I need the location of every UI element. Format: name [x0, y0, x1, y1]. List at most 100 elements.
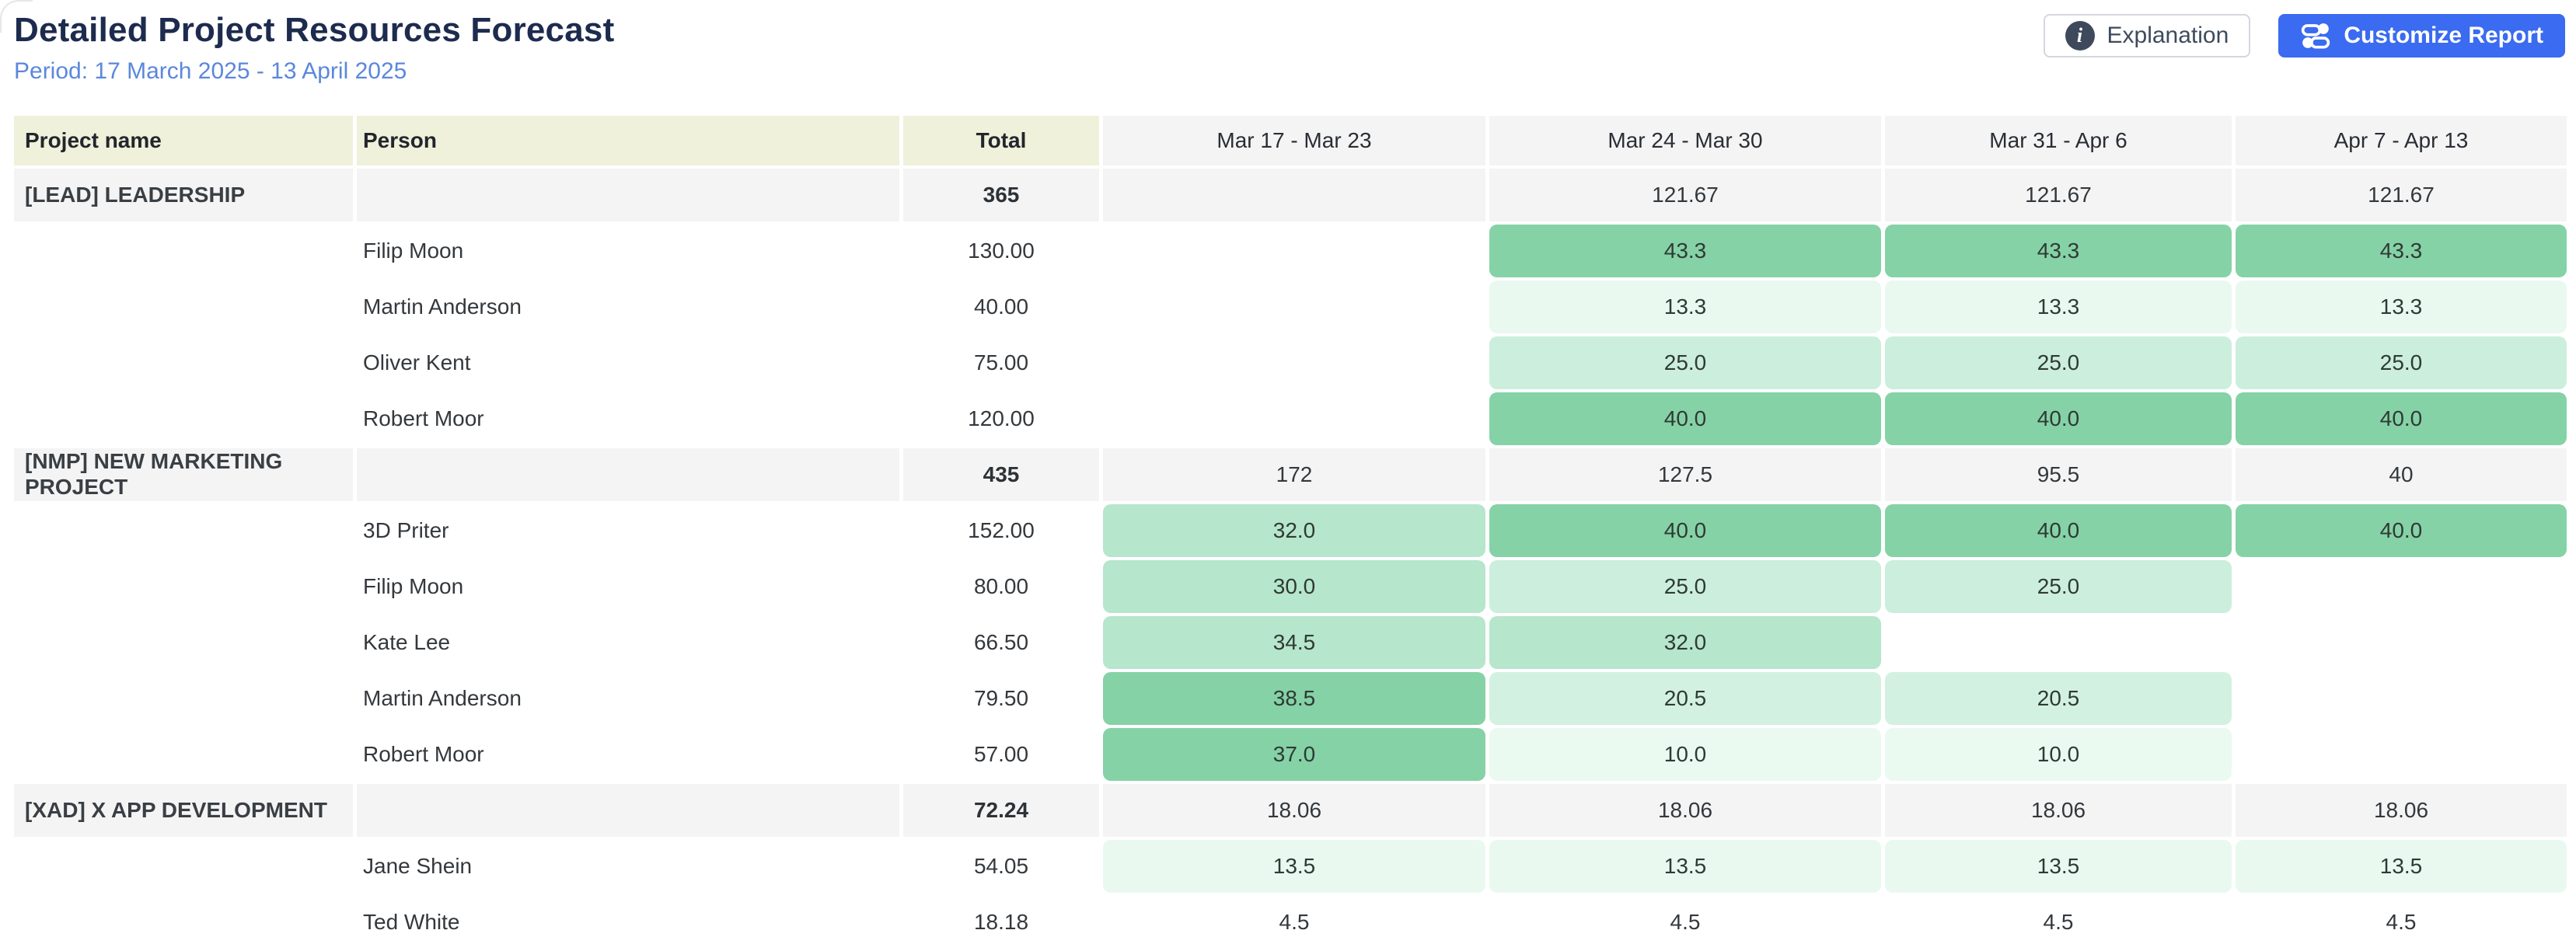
week-cell-3: 40.0	[1885, 392, 2232, 445]
total-cell: 130.00	[968, 238, 1035, 263]
project-name-cell	[14, 392, 353, 445]
week-cell-1	[1103, 225, 1485, 277]
total-cell: 75.00	[973, 350, 1029, 374]
project-name-cell	[14, 504, 353, 557]
person-cell: 3D Priter	[363, 517, 449, 542]
week-cell-3: 121.67	[1885, 168, 2232, 221]
week-cell-2: 25.0	[1489, 559, 1881, 613]
total-cell: 79.50	[973, 685, 1029, 710]
total-cell: 120.00	[968, 406, 1035, 430]
week-cell-1: 172	[1103, 448, 1485, 501]
week-cell-1: 34.5	[1103, 615, 1485, 669]
total-cell: 152.00	[968, 517, 1035, 542]
week-cell-2: 127.5	[1489, 448, 1881, 501]
person-row: Filip Moon 80.00 30.0 25.0 25.0	[14, 559, 2567, 613]
week-cell-4: 43.3	[2236, 224, 2567, 277]
week-cell-1	[1103, 280, 1485, 333]
person-cell	[357, 168, 899, 221]
person-cell: Filip Moon	[363, 573, 464, 598]
person-cell: Robert Moor	[363, 741, 484, 766]
report-period: Period: 17 March 2025 - 13 April 2025	[14, 57, 407, 84]
person-row: Ted White 18.18 4.5 4.5 4.5 4.5	[14, 896, 2567, 949]
person-row: Robert Moor 120.00 40.0 40.0 40.0	[14, 392, 2567, 445]
person-row: Kate Lee 66.50 34.5 32.0	[14, 615, 2567, 669]
week-cell-3: 13.5	[1885, 839, 2232, 893]
week-cell-1: 18.06	[1103, 783, 1485, 837]
week-cell-4: 4.5	[2386, 909, 2417, 934]
page-title: Detailed Project Resources Forecast	[14, 11, 615, 49]
panel-rounded-corner	[0, 0, 33, 33]
info-icon: i	[2065, 21, 2095, 51]
report-header: Detailed Project Resources Forecast Peri…	[0, 0, 2576, 85]
header-actions: i Explanation Customize Report	[2043, 14, 2565, 57]
person-cell	[357, 783, 899, 837]
column-header-week-4: Apr 7 - Apr 13	[2236, 115, 2567, 165]
week-cell-2: 32.0	[1489, 615, 1881, 669]
week-cell-4: 13.3	[2236, 280, 2567, 333]
person-row: Filip Moon 130.00 43.3 43.3 43.3	[14, 224, 2567, 277]
week-cell-2: 13.5	[1489, 839, 1881, 893]
project-name-cell	[14, 896, 353, 949]
week-cell-4: 13.5	[2236, 839, 2567, 893]
total-cell: 57.00	[973, 741, 1029, 766]
project-name-cell	[14, 840, 353, 893]
project-group-row: [NMP] NEW MARKETING PROJECT 435 172 127.…	[14, 448, 2567, 501]
week-cell-4	[2236, 616, 2567, 669]
project-name-cell	[14, 672, 353, 725]
column-header-week-2: Mar 24 - Mar 30	[1489, 115, 1881, 165]
person-row: Jane Shein 54.05 13.5 13.5 13.5 13.5	[14, 839, 2567, 893]
project-name-cell: [XAD] X APP DEVELOPMENT	[14, 783, 353, 837]
total-cell: 72.24	[903, 783, 1099, 837]
total-cell: 80.00	[973, 573, 1029, 598]
project-name-cell	[14, 225, 353, 277]
week-cell-1: 38.5	[1103, 671, 1485, 725]
week-cell-1	[1103, 392, 1485, 445]
customize-report-button-label: Customize Report	[2344, 23, 2543, 48]
week-cell-3: 25.0	[1885, 559, 2232, 613]
forecast-table: Project name Person Total Mar 17 - Mar 2…	[14, 115, 2567, 949]
customize-report-button[interactable]: Customize Report	[2278, 14, 2565, 57]
total-cell: 66.50	[973, 629, 1029, 654]
total-cell: 435	[903, 448, 1099, 501]
week-cell-2: 43.3	[1489, 224, 1881, 277]
explanation-button[interactable]: i Explanation	[2043, 14, 2251, 57]
week-cell-4	[2236, 560, 2567, 613]
week-cell-1: 4.5	[1279, 909, 1310, 934]
week-cell-1	[1103, 168, 1485, 221]
week-cell-4: 40.0	[2236, 392, 2567, 445]
person-row: Robert Moor 57.00 37.0 10.0 10.0	[14, 727, 2567, 781]
table-header-row: Project name Person Total Mar 17 - Mar 2…	[14, 115, 2567, 165]
column-header-project-name: Project name	[14, 115, 353, 165]
week-cell-3: 13.3	[1885, 280, 2232, 333]
week-cell-1	[1103, 336, 1485, 389]
person-cell: Ted White	[363, 909, 460, 934]
person-row: Oliver Kent 75.00 25.0 25.0 25.0	[14, 336, 2567, 389]
week-cell-2: 18.06	[1489, 783, 1881, 837]
person-cell: Martin Anderson	[363, 685, 522, 710]
person-cell: Filip Moon	[363, 238, 464, 263]
week-cell-3	[1885, 616, 2232, 669]
week-cell-1: 37.0	[1103, 727, 1485, 781]
project-name-cell	[14, 560, 353, 613]
week-cell-2: 4.5	[1670, 909, 1701, 934]
person-row: 3D Priter 152.00 32.0 40.0 40.0 40.0	[14, 503, 2567, 557]
person-cell: Robert Moor	[363, 406, 484, 430]
column-header-week-1: Mar 17 - Mar 23	[1103, 115, 1485, 165]
project-group-row: [LEAD] LEADERSHIP 365 121.67 121.67 121.…	[14, 168, 2567, 221]
column-header-total: Total	[903, 115, 1099, 165]
person-row: Martin Anderson 79.50 38.5 20.5 20.5	[14, 671, 2567, 725]
week-cell-2: 40.0	[1489, 392, 1881, 445]
week-cell-3: 43.3	[1885, 224, 2232, 277]
week-cell-3: 20.5	[1885, 671, 2232, 725]
project-name-cell: [LEAD] LEADERSHIP	[14, 168, 353, 221]
person-cell: Kate Lee	[363, 629, 451, 654]
week-cell-1: 32.0	[1103, 503, 1485, 557]
sliders-icon	[2302, 23, 2330, 49]
project-name-cell	[14, 616, 353, 669]
project-name-cell	[14, 336, 353, 389]
project-name-cell	[14, 280, 353, 333]
week-cell-3: 10.0	[1885, 727, 2232, 781]
explanation-button-label: Explanation	[2107, 23, 2229, 48]
week-cell-3: 95.5	[1885, 448, 2232, 501]
person-cell: Martin Anderson	[363, 294, 522, 319]
